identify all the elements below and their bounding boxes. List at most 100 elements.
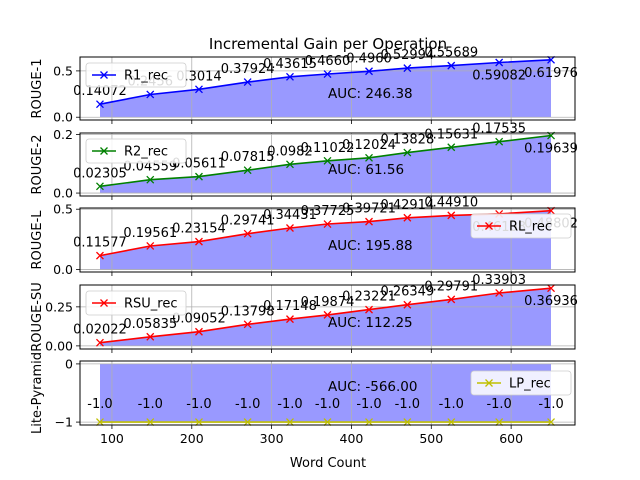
auc-annotation: AUC: 195.88 xyxy=(328,238,413,254)
data-point-marker xyxy=(286,72,294,81)
data-label: -1.0 xyxy=(87,397,112,412)
data-point-marker xyxy=(495,288,504,297)
data-label: 0.37924 xyxy=(221,62,275,77)
x-tick-label: 100 xyxy=(100,431,124,446)
panel-3: 0.0 0.5 ROUGE-L 0.115770.195610.231540.2974… xyxy=(30,195,578,277)
data-label: 0.34431 xyxy=(263,208,317,223)
data-point-marker xyxy=(96,182,104,191)
legend: R2_rec xyxy=(85,138,187,164)
data-point-marker xyxy=(495,58,504,67)
data-point-marker xyxy=(96,418,104,427)
chart-title: Incremental Gain per Operation xyxy=(209,35,447,53)
legend-box xyxy=(85,62,187,88)
data-point-marker xyxy=(243,229,252,238)
auc-fill-area xyxy=(100,363,551,423)
data-label: 0.13798 xyxy=(221,304,275,319)
y-tick-label: −1 xyxy=(55,415,73,430)
data-point-marker xyxy=(447,61,456,70)
data-point-marker xyxy=(243,418,252,427)
data-label: 0.09052 xyxy=(172,312,226,327)
data-label: 0.11022 xyxy=(301,141,355,156)
data-label: -1.0 xyxy=(186,397,211,412)
y-tick-label: 0.00 xyxy=(45,338,73,353)
axes-frame xyxy=(79,207,576,273)
legend-box xyxy=(470,213,572,239)
x-tick-label: 600 xyxy=(499,431,523,446)
data-label: 0.04559 xyxy=(123,160,177,175)
data-label: -1.0 xyxy=(439,397,464,412)
data-label: 0.52994 xyxy=(380,48,434,63)
data-point-marker xyxy=(243,320,252,329)
data-point-marker xyxy=(447,211,456,220)
data-label: 0.15631 xyxy=(424,127,478,142)
auc-fill-area xyxy=(100,59,551,118)
data-point-marker xyxy=(146,175,155,184)
data-point-marker xyxy=(403,418,412,427)
auc-annotation: AUC: 112.25 xyxy=(328,315,413,331)
data-point-marker xyxy=(403,213,412,222)
data-point-marker xyxy=(365,217,373,226)
data-label: 0.44910 xyxy=(424,195,478,210)
data-label: 0.29741 xyxy=(221,214,275,229)
data-label: 0.05835 xyxy=(123,317,177,332)
y-tick-label: 0.5 xyxy=(53,63,73,78)
data-point-marker xyxy=(365,67,373,76)
y-axis-label: ROUGE-2 xyxy=(30,134,45,194)
y-tick-label: 0.25 xyxy=(45,299,73,314)
legend-marker xyxy=(100,71,108,79)
axes-frame xyxy=(79,132,576,197)
auc-annotation: AUC: 61.56 xyxy=(328,162,404,178)
data-label: 0.17148 xyxy=(263,299,317,314)
legend-box xyxy=(470,370,572,396)
auc-annotation: AUC: -566.00 xyxy=(328,379,418,395)
data-label: 0.12024 xyxy=(342,138,396,153)
data-label: 0.4960 xyxy=(346,51,392,66)
auc-fill-area xyxy=(100,210,551,270)
data-point-marker xyxy=(286,224,294,232)
data-label: 0.26349 xyxy=(380,285,434,300)
data-point-marker xyxy=(96,100,104,109)
legend-label: LP_rec xyxy=(509,377,551,392)
data-label: -1.0 xyxy=(277,397,302,412)
legend-marker xyxy=(485,379,493,387)
data-point-marker xyxy=(146,90,155,99)
axes-frame xyxy=(79,284,576,350)
data-point-marker xyxy=(195,85,203,94)
data-label: -1.0 xyxy=(315,397,340,412)
auc-fill-area xyxy=(100,135,551,194)
data-point-marker xyxy=(243,78,252,87)
x-axis-label: Word Count xyxy=(290,456,366,471)
data-label: 0.02022 xyxy=(73,323,127,338)
data-label: 0.07815 xyxy=(221,150,275,165)
x-tick-label: 500 xyxy=(419,431,443,446)
y-tick-label: 0.2 xyxy=(53,127,73,142)
panels-group: 0.00.5ROUGE-10.140720.24560.30140.379240… xyxy=(30,46,578,446)
data-label: -1.0 xyxy=(538,397,563,412)
data-label: 0.19561 xyxy=(123,226,177,241)
data-label: 0.39721 xyxy=(342,202,396,217)
data-point-marker xyxy=(286,160,294,169)
legend-marker xyxy=(100,147,108,155)
x-tick-label: 400 xyxy=(340,431,364,446)
data-point-marker xyxy=(146,242,155,250)
data-point-marker xyxy=(96,338,104,347)
data-label: 0.3014 xyxy=(176,69,222,84)
legend-label: R2_rec xyxy=(124,145,168,160)
legend: LP_rec xyxy=(470,370,572,396)
data-point-marker xyxy=(365,153,373,162)
data-point-marker xyxy=(323,418,332,427)
data-label: 0.42914 xyxy=(380,198,434,213)
data-point-marker xyxy=(547,284,556,293)
y-tick-label: 0.5 xyxy=(53,202,73,217)
data-point-marker xyxy=(365,305,373,314)
data-point-marker xyxy=(495,418,504,427)
data-label: -1.0 xyxy=(395,397,420,412)
data-label: -1.0 xyxy=(235,397,260,412)
data-point-marker xyxy=(195,237,203,246)
y-tick-label: 0 xyxy=(65,356,73,371)
data-point-marker xyxy=(195,172,203,181)
